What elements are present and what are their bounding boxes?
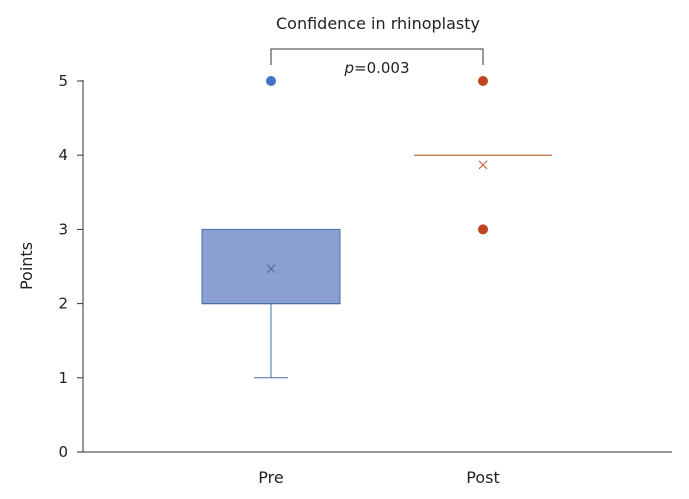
x-category-label: Post — [466, 468, 499, 487]
y-tick-label: 0 — [58, 443, 68, 461]
outlier-point — [478, 224, 488, 235]
plot-marks — [201, 76, 552, 379]
y-axis-label: Points — [17, 242, 36, 290]
significance-bracket — [270, 48, 484, 65]
mean-marker — [266, 264, 276, 274]
box-group-pre — [201, 76, 341, 379]
y-tick-label: 4 — [58, 146, 68, 164]
y-tick-label: 5 — [58, 72, 68, 90]
p-value-symbol: p — [343, 59, 354, 77]
axes: 0 1 2 3 4 5 Pre Post — [58, 72, 672, 487]
box-group-post — [414, 76, 552, 235]
mean-marker-stroke — [266, 264, 276, 274]
chart-title: Confidence in rhinoplasty — [276, 14, 480, 33]
y-tick-label: 2 — [58, 295, 68, 313]
mean-marker-stroke — [478, 160, 488, 170]
significance-annotation: p=0.003 — [270, 48, 484, 77]
outlier-point — [478, 76, 488, 86]
p-value-number: =0.003 — [354, 59, 410, 77]
y-tick-label: 3 — [58, 220, 68, 238]
x-category-label: Pre — [258, 468, 283, 487]
box-body — [201, 228, 341, 305]
outlier-point — [266, 76, 276, 86]
y-tick-label: 1 — [58, 369, 68, 387]
p-value-label: p=0.003 — [343, 59, 409, 77]
mean-marker — [478, 160, 488, 170]
